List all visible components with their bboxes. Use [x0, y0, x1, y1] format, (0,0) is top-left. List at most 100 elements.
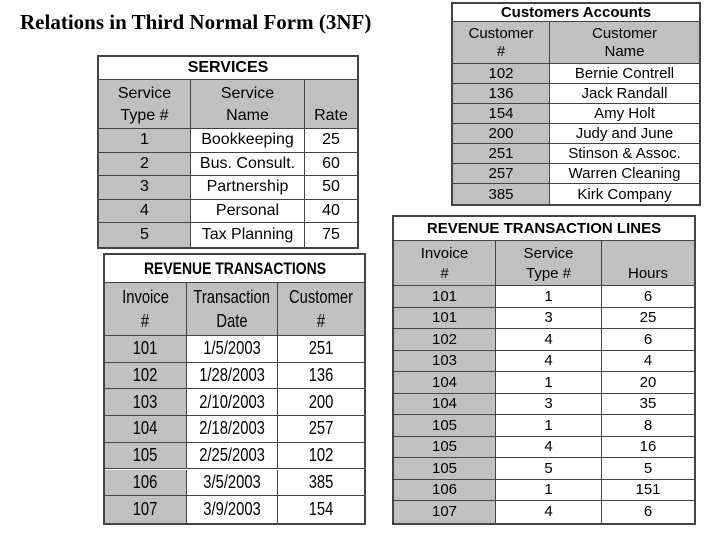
cell-text: Stinson & Assoc. — [568, 145, 681, 162]
table-title: Customers Accounts — [453, 4, 699, 22]
table-cell: 385 — [278, 470, 364, 497]
cell-text: 4 — [643, 352, 653, 370]
header-line: Invoice — [122, 287, 169, 307]
table-cell: 104 — [394, 393, 496, 415]
table-cell: 200 — [453, 124, 550, 144]
cell-text: 3/9/2003 — [203, 499, 261, 520]
header-line: # — [440, 264, 449, 282]
table-cell: Bookkeeping — [191, 129, 305, 153]
table-cell: 3/9/2003 — [187, 496, 278, 523]
table: Customers Accounts Customer # Customer Name 1… — [451, 2, 701, 206]
table-cell: 106 — [105, 469, 187, 497]
cell-text: 4 — [544, 503, 553, 521]
table-cell: Personal — [191, 199, 305, 224]
column-header: Service Name — [191, 80, 305, 129]
table-cell: 20 — [602, 372, 694, 394]
header-line: Service — [523, 245, 574, 262]
cell-text: 20 — [639, 373, 657, 391]
table-cell: 101 — [394, 307, 496, 329]
cell-text: 104 — [431, 373, 458, 391]
cell-text: 75 — [322, 226, 340, 244]
table-cell: 5 — [602, 458, 694, 480]
cell-text: Bernie Contrell — [574, 65, 675, 82]
header-line: Hours — [627, 264, 668, 282]
table-cell: 4 — [99, 199, 191, 224]
cell-text: 3/5/2003 — [203, 471, 261, 492]
cell-text: 4 — [544, 438, 553, 456]
header-line: Service — [220, 85, 275, 102]
table-cell: 2 — [99, 152, 191, 177]
cell-text: 4 — [140, 202, 149, 220]
header-line: Name — [604, 43, 645, 60]
table-cell: 151 — [602, 480, 694, 501]
table-cell: 4 — [496, 436, 602, 458]
cell-text: Amy Holt — [594, 105, 655, 122]
cell-text: 101 — [133, 338, 158, 359]
cell-text: 1 — [140, 131, 149, 149]
header-line: Service — [117, 85, 172, 102]
table-title: REVENUE TRANSACTION LINES — [394, 217, 694, 241]
cell-text: 136 — [308, 365, 334, 386]
header-line: # — [141, 310, 150, 331]
table-cell: 50 — [305, 176, 357, 200]
cell-text: 101 — [431, 287, 458, 305]
cell-text: 1 — [544, 287, 553, 305]
table-cell: 103 — [394, 350, 496, 372]
cell-text: 257 — [308, 418, 334, 439]
cell-text: 136 — [488, 85, 514, 102]
column-header: Hours — [602, 241, 694, 286]
header-line: Invoice — [420, 245, 469, 262]
table-cell: Bernie Contrell — [550, 64, 699, 84]
table-cell: 35 — [602, 394, 694, 415]
table-cell: 8 — [602, 415, 694, 437]
cell-text: 251 — [308, 338, 334, 359]
table-cell: 16 — [602, 437, 694, 458]
cell-text: 16 — [639, 438, 657, 456]
cell-text: Kirk Company — [577, 185, 672, 203]
table-title: SERVICES — [99, 57, 357, 80]
column-header: Customer # — [278, 283, 364, 336]
table-cell: 251 — [453, 144, 550, 164]
column-header: Customer Name — [550, 22, 699, 64]
cell-text: 106 — [431, 481, 458, 499]
table-cell: 4 — [602, 351, 694, 372]
table-cell: 4 — [496, 350, 602, 372]
cell-text: Warren Cleaning — [568, 165, 681, 182]
cell-text: 102 — [431, 330, 458, 348]
table-cell: Warren Cleaning — [550, 164, 699, 184]
table-cell: 60 — [305, 153, 357, 177]
cell-text: 103 — [133, 391, 158, 412]
cell-text: Bookkeeping — [201, 131, 294, 149]
cell-text: 4 — [544, 352, 553, 370]
table-cell: 3 — [496, 393, 602, 415]
table-cell: 200 — [278, 389, 364, 417]
table: REVENUE TRANSACTIONS Invoice # Transaction D… — [103, 253, 366, 525]
table-cell: 136 — [278, 363, 364, 390]
cell-text: 106 — [133, 471, 158, 492]
cell-text: 105 — [431, 459, 458, 477]
cell-text: 60 — [322, 154, 340, 172]
cell-text: 1 — [544, 373, 553, 391]
cell-text: 104 — [431, 395, 458, 413]
cell-text: 105 — [431, 438, 458, 456]
cell-text: Bus. Consult. — [199, 154, 296, 172]
cell-text: Judy and June — [575, 125, 674, 142]
cell-text: Jack Randall — [581, 85, 668, 102]
cell-text: 151 — [635, 481, 661, 499]
table-cell: 136 — [453, 84, 550, 104]
table-cell: 1 — [496, 286, 602, 308]
table-cell: 2/25/2003 — [187, 442, 278, 470]
cell-text: 6 — [643, 330, 653, 348]
cell-text: 1 — [544, 481, 553, 499]
cell-text: 2 — [140, 154, 149, 172]
table-cell: 1 — [496, 372, 602, 394]
table-cell: Partnership — [191, 176, 305, 200]
cell-text: 154 — [308, 499, 334, 520]
cell-text: 35 — [639, 395, 657, 413]
cell-text: 105 — [431, 416, 458, 434]
cell-text: 102 — [488, 65, 514, 82]
table-cell: 154 — [278, 496, 364, 523]
table-cell: 6 — [602, 329, 694, 351]
column-header: Transaction Date — [187, 283, 278, 336]
cell-text: 5 — [140, 226, 149, 244]
